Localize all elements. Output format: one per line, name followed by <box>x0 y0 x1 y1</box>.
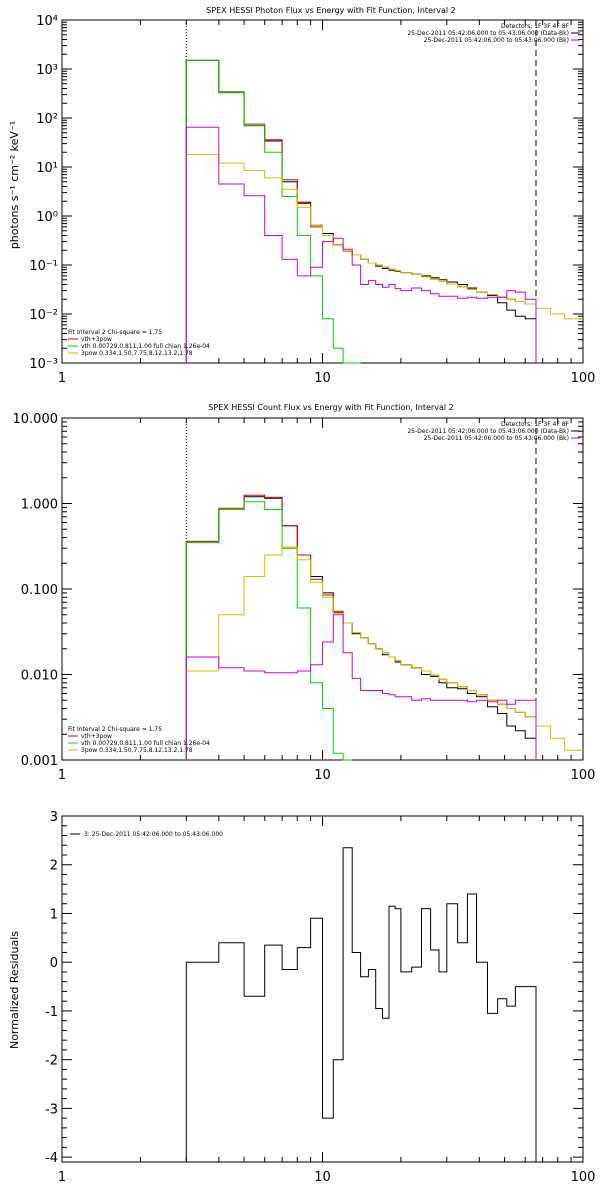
y-axis-label: Normalized Residuals <box>8 931 21 1049</box>
y-tick-label: 1 <box>50 907 58 922</box>
y-tick-label: 10⁻² <box>29 308 58 323</box>
y-tick-label: 0.100 <box>21 583 58 598</box>
y-tick-label: -4 <box>45 1151 58 1166</box>
legend-entry: 25-Dec-2011 05:42:06.000 to 05:43:06.000… <box>424 37 569 44</box>
legend-entry: 3: 25-Dec-2011 05:42:06.000 to 05:43:06.… <box>84 831 223 838</box>
legend-entry: 25-Dec-2011 05:42:06.000 to 05:43:06.000… <box>407 30 569 37</box>
panel-title: SPEX HESSI Photon Flux vs Energy with Fi… <box>206 6 456 15</box>
y-tick-label: 10³ <box>36 63 58 78</box>
legend-entry: Detectors: 1F 3F 4F 8F <box>501 421 570 428</box>
y-tick-label: 10⁰ <box>36 210 58 225</box>
series-line-1 <box>185 494 537 760</box>
y-tick-label: 0.010 <box>21 669 58 684</box>
legend-entry: 3pow 0.334,1.50,7.75,8.12,13.2,1.78 <box>81 350 193 357</box>
x-tick-label: 100 <box>571 768 596 783</box>
legend-entry: 3pow 0.334,1.50,7.75,8.12,13.2,1.78 <box>81 747 193 754</box>
x-tick-label: 1 <box>58 1170 66 1185</box>
y-tick-label: 0.001 <box>21 754 58 769</box>
y-tick-label: 10.000 <box>13 412 59 427</box>
legend-entry: 25-Dec-2011 05:42:06.000 to 05:43:06.000… <box>407 428 569 435</box>
series-line-4 <box>185 126 537 363</box>
x-tick-label: 100 <box>571 371 596 386</box>
y-tick-label: 10⁴ <box>36 14 58 29</box>
series-line-3 <box>185 546 583 760</box>
x-tick-label: 10 <box>314 1170 331 1185</box>
y-tick-label: 10⁻¹ <box>29 259 58 274</box>
y-axis-label: photons s⁻¹ cm⁻² keV⁻¹ <box>8 121 21 249</box>
legend-entry: 25-Dec-2011 05:42:06.000 to 05:43:06.000… <box>424 435 569 442</box>
legend-entry: Detectors: 1F 3F 4F 8F <box>501 23 570 30</box>
legend-entry: Fit Interval 2 Chi-square = 1.75 <box>68 329 162 336</box>
x-tick-label: 100 <box>571 1170 596 1185</box>
x-tick-label: 10 <box>314 768 331 783</box>
panel-title: SPEX HESSI Count Flux vs Energy with Fit… <box>208 403 453 412</box>
legend-entry: vth+3pow <box>81 733 112 740</box>
series-line-0 <box>185 59 537 363</box>
y-tick-label: 10² <box>36 112 58 127</box>
y-tick-label: 10¹ <box>36 161 58 176</box>
count-flux-panel: SPEX HESSI Count Flux vs Energy with Fit… <box>13 403 596 783</box>
x-tick-label: 1 <box>58 371 66 386</box>
y-tick-label: -2 <box>45 1054 58 1069</box>
series-line-0 <box>185 496 537 760</box>
series-line-3 <box>185 154 583 363</box>
y-tick-label: 0 <box>50 956 58 971</box>
y-tick-label: -1 <box>45 1005 58 1020</box>
photon-flux-panel: SPEX HESSI Photon Flux vs Energy with Fi… <box>8 6 595 386</box>
y-tick-label: 3 <box>50 810 58 825</box>
legend-entry: Fit Interval 2 Chi-square = 1.75 <box>68 726 162 733</box>
y-tick-label: 2 <box>50 859 58 874</box>
legend-entry: vth 0.00729,0.811,1.00 full chian 1.26e-… <box>81 343 210 350</box>
y-tick-label: -3 <box>45 1102 58 1117</box>
legend-entry: vth 0.00729,0.811,1.00 full chian 1.26e-… <box>81 740 210 747</box>
legend-entry: vth+3pow <box>81 336 112 343</box>
x-tick-label: 10 <box>314 371 331 386</box>
y-tick-label: 10⁻³ <box>29 357 58 372</box>
series-line-0 <box>185 847 537 1162</box>
residuals-panel: Normalized Residuals 1 10 100 -4 -3 -2 -1 0 1 2 3 3… <box>8 810 595 1185</box>
y-tick-label: 1.000 <box>21 498 58 513</box>
series-line-1 <box>185 59 537 363</box>
series-line-2 <box>185 501 353 761</box>
series-line-2 <box>185 59 361 364</box>
series-line-4 <box>185 614 537 760</box>
x-tick-label: 1 <box>58 768 66 783</box>
